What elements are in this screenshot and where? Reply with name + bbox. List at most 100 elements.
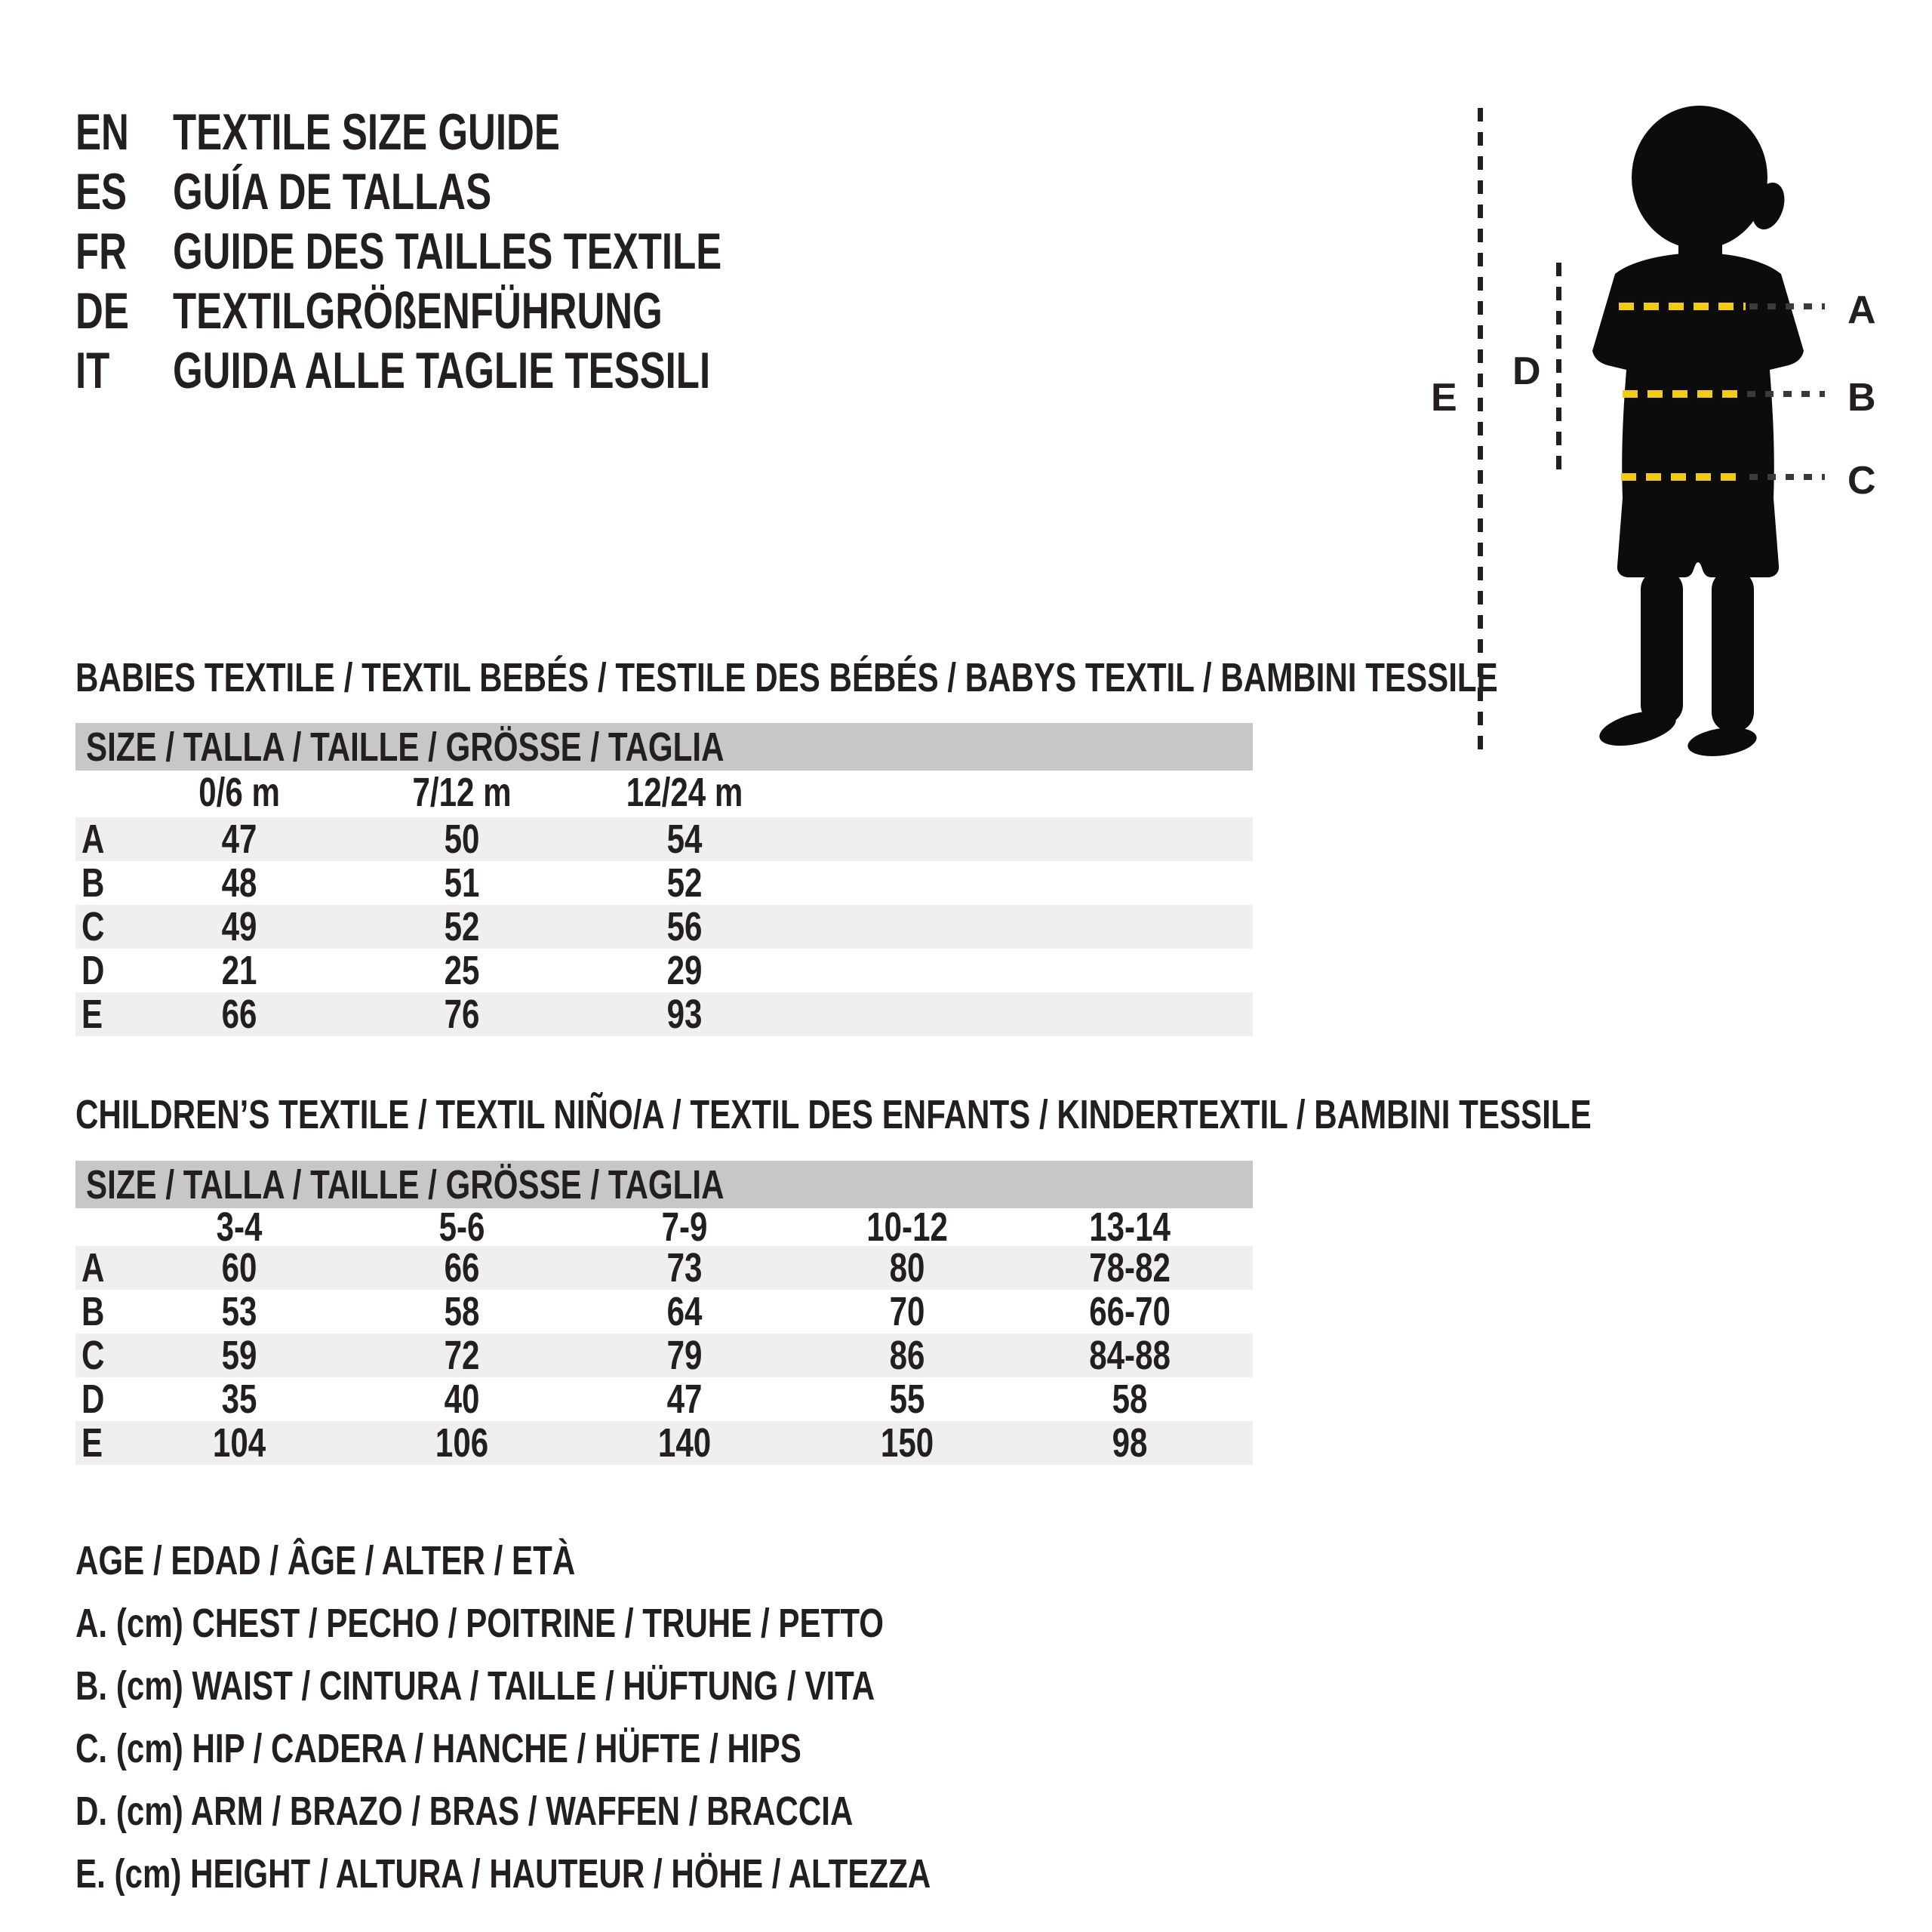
cell: 35 bbox=[222, 1377, 257, 1422]
cell: 40 bbox=[445, 1377, 480, 1422]
row-label: D bbox=[82, 948, 105, 993]
column-header: 7-9 bbox=[662, 1204, 708, 1250]
language-code: DE bbox=[75, 282, 129, 340]
table-row: A 60 66 73 80 78-82 bbox=[75, 1245, 1253, 1291]
cell: 58 bbox=[445, 1289, 480, 1334]
column-header: 10-12 bbox=[866, 1204, 949, 1250]
table-row: B 48 51 52 bbox=[75, 860, 1253, 906]
cell: 29 bbox=[667, 948, 703, 993]
legend-item-chest: A. (cm) CHEST / PECHO / POITRINE / TRUHE… bbox=[75, 1601, 884, 1646]
cell: 86 bbox=[890, 1333, 925, 1378]
column-header: 3-4 bbox=[217, 1204, 263, 1250]
cell: 80 bbox=[890, 1245, 925, 1291]
hip-measure-line-c bbox=[1621, 473, 1746, 481]
waist-measure-line-b bbox=[1623, 390, 1743, 398]
cell: 66 bbox=[222, 992, 257, 1037]
height-dotted-line-e bbox=[1478, 108, 1483, 751]
cell: 98 bbox=[1112, 1420, 1148, 1466]
child-silhouette bbox=[1592, 106, 1804, 756]
cell: 60 bbox=[222, 1245, 257, 1291]
table-row: A 47 50 54 bbox=[75, 817, 1253, 862]
cell: 48 bbox=[222, 860, 257, 906]
legend-age: AGE / EDAD / ÂGE / ALTER / ETÀ bbox=[75, 1538, 576, 1583]
table-row: C 59 72 79 86 84-88 bbox=[75, 1333, 1253, 1378]
column-header: 13-14 bbox=[1089, 1204, 1171, 1250]
cell: 140 bbox=[658, 1420, 712, 1466]
legend-item-waist: B. (cm) WAIST / CINTURA / TAILLE / HÜFTU… bbox=[75, 1663, 875, 1709]
language-code: ES bbox=[75, 163, 128, 220]
legend-item-arm: D. (cm) ARM / BRAZO / BRAS / WAFFEN / BR… bbox=[75, 1789, 854, 1834]
cell: 59 bbox=[222, 1333, 257, 1378]
cell: 78-82 bbox=[1089, 1245, 1171, 1291]
measure-label-b: B bbox=[1847, 376, 1876, 420]
cell: 104 bbox=[213, 1420, 266, 1466]
column-header: 5-6 bbox=[439, 1204, 485, 1250]
legend-item-height: E. (cm) HEIGHT / ALTURA / HAUTEUR / HÖHE… bbox=[75, 1851, 931, 1897]
row-label: A bbox=[82, 1245, 105, 1291]
cell: 84-88 bbox=[1089, 1333, 1171, 1378]
cell: 58 bbox=[1112, 1377, 1148, 1422]
cell: 76 bbox=[445, 992, 480, 1037]
children-column-header-row: 3-4 5-6 7-9 10-12 13-14 bbox=[75, 1204, 1253, 1250]
cell: 150 bbox=[881, 1420, 934, 1466]
arm-dotted-line-d bbox=[1556, 263, 1561, 477]
cell: 54 bbox=[667, 817, 703, 862]
cell: 49 bbox=[222, 904, 257, 949]
cell: 93 bbox=[667, 992, 703, 1037]
babies-size-header-bar: SIZE / TALLA / TAILLE / GRÖSSE / TAGLIA bbox=[75, 723, 1253, 771]
table-row: E 66 76 93 bbox=[75, 992, 1253, 1037]
measure-label-a: A bbox=[1847, 288, 1876, 332]
cell: 55 bbox=[890, 1377, 925, 1422]
cell: 53 bbox=[222, 1289, 257, 1334]
cell: 47 bbox=[222, 817, 257, 862]
chest-leader-line-a bbox=[1749, 303, 1825, 309]
column-header: 12/24 m bbox=[626, 770, 743, 815]
babies-section-heading: BABIES TEXTILE / TEXTIL BEBÉS / TESTILE … bbox=[75, 655, 1498, 700]
language-title: GUIDE DES TAILLES TEXTILE bbox=[173, 223, 722, 280]
cell: 106 bbox=[435, 1420, 489, 1466]
row-label: B bbox=[82, 860, 105, 906]
cell: 73 bbox=[667, 1245, 703, 1291]
hip-leader-line-c bbox=[1749, 474, 1825, 480]
table-row: D 35 40 47 55 58 bbox=[75, 1377, 1253, 1422]
chest-measure-line-a bbox=[1619, 303, 1746, 310]
language-title: GUÍA DE TALLAS bbox=[173, 163, 492, 220]
cell: 21 bbox=[222, 948, 257, 993]
measure-label-c: C bbox=[1847, 459, 1876, 503]
row-label: C bbox=[82, 1333, 105, 1378]
children-size-header-bar: SIZE / TALLA / TAILLE / GRÖSSE / TAGLIA bbox=[75, 1161, 1253, 1208]
cell: 72 bbox=[445, 1333, 480, 1378]
row-label: C bbox=[82, 904, 105, 949]
language-title: TEXTILGRÖßENFÜHRUNG bbox=[173, 282, 663, 340]
waist-leader-line-b bbox=[1747, 391, 1825, 397]
language-title: GUIDA ALLE TAGLIE TESSILI bbox=[173, 342, 711, 399]
measure-label-e: E bbox=[1431, 376, 1457, 420]
cell: 56 bbox=[667, 904, 703, 949]
table-row: C 49 52 56 bbox=[75, 904, 1253, 949]
cell: 50 bbox=[445, 817, 480, 862]
row-label: D bbox=[82, 1377, 105, 1422]
table-row: E 104 106 140 150 98 bbox=[75, 1420, 1253, 1466]
babies-column-header-row: 0/6 m 7/12 m 12/24 m bbox=[75, 770, 1253, 815]
cell: 52 bbox=[445, 904, 480, 949]
column-header: 7/12 m bbox=[412, 770, 512, 815]
cell: 66-70 bbox=[1089, 1289, 1171, 1334]
language-code: EN bbox=[75, 103, 129, 161]
cell: 66 bbox=[445, 1245, 480, 1291]
language-title: TEXTILE SIZE GUIDE bbox=[173, 103, 560, 161]
cell: 47 bbox=[667, 1377, 703, 1422]
column-header: 0/6 m bbox=[198, 770, 281, 815]
language-code: FR bbox=[75, 223, 127, 280]
cell: 70 bbox=[890, 1289, 925, 1334]
cell: 64 bbox=[667, 1289, 703, 1334]
row-label: E bbox=[82, 992, 103, 1037]
legend-item-hip: C. (cm) HIP / CADERA / HANCHE / HÜFTE / … bbox=[75, 1726, 801, 1771]
cell: 79 bbox=[667, 1333, 703, 1378]
language-code: IT bbox=[75, 342, 110, 399]
cell: 25 bbox=[445, 948, 480, 993]
table-row: D 21 25 29 bbox=[75, 948, 1253, 993]
row-label: E bbox=[82, 1420, 103, 1466]
row-label: A bbox=[82, 817, 105, 862]
cell: 51 bbox=[445, 860, 480, 906]
